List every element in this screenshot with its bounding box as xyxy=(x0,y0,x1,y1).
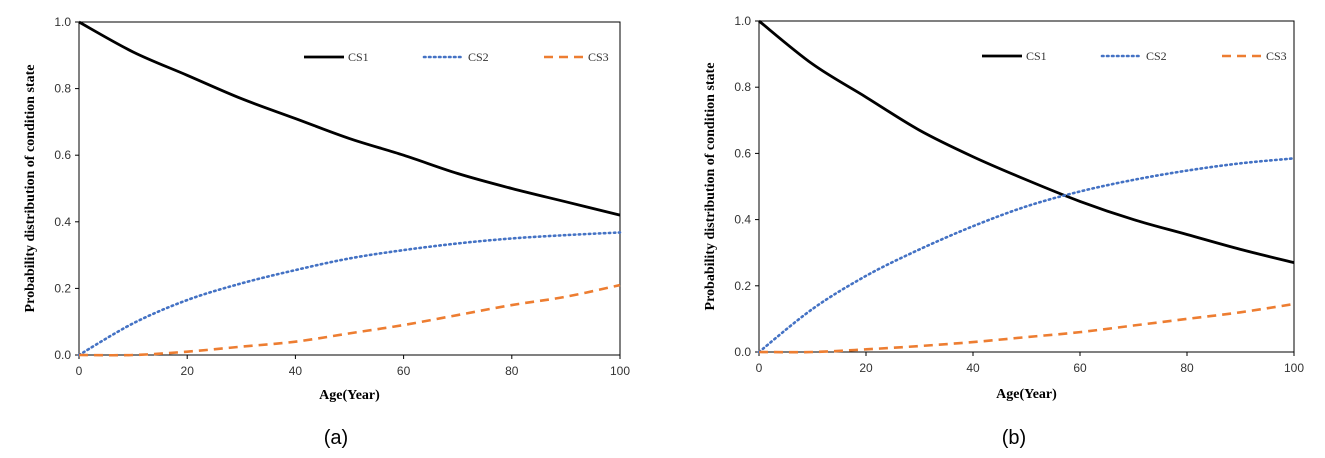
legend-label-cs1: CS1 xyxy=(348,50,369,64)
x-tick-label: 20 xyxy=(181,364,195,378)
series-line-cs1 xyxy=(758,19,1295,264)
x-tick-label: 0 xyxy=(76,364,83,378)
y-axis-title: Probability distribution of condition st… xyxy=(703,63,718,311)
y-tick-label: 0.4 xyxy=(54,215,71,229)
y-tick-label: 0.8 xyxy=(54,82,71,96)
x-tick-label: 80 xyxy=(505,364,519,378)
legend-label-cs3: CS3 xyxy=(1266,49,1287,63)
y-axis-title: Probability distribution of condition st… xyxy=(23,65,38,313)
x-tick-label: 100 xyxy=(1284,361,1304,375)
legend-label-cs2: CS2 xyxy=(468,50,489,64)
x-tick-label: 0 xyxy=(756,361,763,375)
series-line-cs3 xyxy=(758,302,1295,354)
legend: CS1 CS2 CS3 xyxy=(304,50,609,64)
x-axis-title: Age(Year) xyxy=(996,387,1057,402)
y-tick-label: 1.0 xyxy=(54,15,71,29)
y-tick-label: 0.6 xyxy=(734,146,751,160)
series-line-cs2 xyxy=(77,231,622,357)
x-tick-label: 40 xyxy=(289,364,303,378)
legend-label-cs3: CS3 xyxy=(588,50,609,64)
series-line-cs1 xyxy=(78,20,621,217)
x-tick-label: 100 xyxy=(610,364,630,378)
chart-panel-a: 0 20 40 60 80 100 0.0 0.2 0.4 0.6 0.8 1.0 Age(Year) P… xyxy=(23,15,630,449)
y-tick-label: 0.6 xyxy=(54,148,71,162)
y-tick-label: 1.0 xyxy=(734,14,751,28)
x-tick-label: 20 xyxy=(859,361,873,375)
x-axis-title: Age(Year) xyxy=(319,388,380,403)
plot-frame xyxy=(78,21,621,356)
y-tick-label: 0.8 xyxy=(734,80,751,94)
y-tick-label: 0.0 xyxy=(54,348,71,362)
y-tick-label: 0.4 xyxy=(734,213,751,227)
chart-panel-b: 0 20 40 60 80 100 0.0 0.2 0.4 0.6 0.8 1.0 Age(Year) P… xyxy=(703,14,1304,449)
series-line-cs3 xyxy=(78,283,621,357)
x-tick-label: 80 xyxy=(1180,361,1194,375)
y-tick-label: 0.2 xyxy=(54,281,71,295)
x-tick-label: 60 xyxy=(397,364,411,378)
y-tick-label: 0.2 xyxy=(734,279,751,293)
panel-caption: (b) xyxy=(1002,427,1026,449)
panel-caption: (a) xyxy=(324,427,348,449)
legend: CS1 CS2 CS3 xyxy=(982,49,1287,63)
x-tick-label: 40 xyxy=(966,361,980,375)
legend-label-cs2: CS2 xyxy=(1146,49,1167,63)
y-tick-label: 0.0 xyxy=(734,345,751,359)
plot-frame xyxy=(758,20,1295,353)
x-tick-label: 60 xyxy=(1073,361,1087,375)
legend-label-cs1: CS1 xyxy=(1026,49,1047,63)
series-line-cs2 xyxy=(757,157,1296,354)
